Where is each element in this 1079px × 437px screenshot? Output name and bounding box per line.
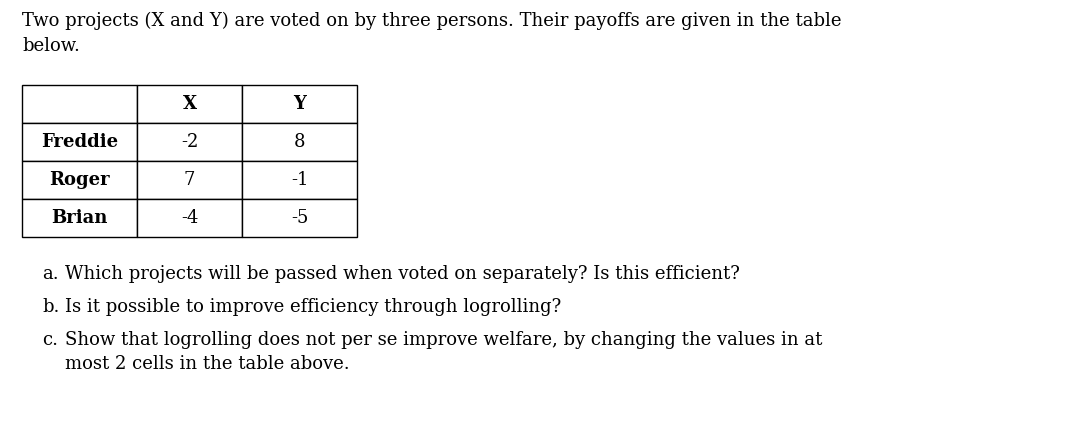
Text: a.: a. bbox=[42, 265, 58, 283]
Text: Two projects (X and Y) are voted on by three persons. Their payoffs are given in: Two projects (X and Y) are voted on by t… bbox=[22, 12, 842, 55]
Bar bbox=[242, 85, 357, 123]
Bar bbox=[22, 161, 137, 199]
Text: b.: b. bbox=[42, 298, 59, 316]
Text: -2: -2 bbox=[181, 133, 199, 151]
Text: Roger: Roger bbox=[50, 171, 110, 189]
Text: 8: 8 bbox=[293, 133, 305, 151]
Text: Show that logrolling does not per se improve welfare, by changing the values in : Show that logrolling does not per se imp… bbox=[65, 331, 822, 373]
Text: X: X bbox=[182, 95, 196, 113]
Text: Brian: Brian bbox=[52, 209, 108, 227]
Bar bbox=[137, 161, 242, 199]
Bar bbox=[137, 123, 242, 161]
Text: Y: Y bbox=[293, 95, 306, 113]
Bar bbox=[242, 199, 357, 237]
Text: Which projects will be passed when voted on separately? Is this efficient?: Which projects will be passed when voted… bbox=[65, 265, 740, 283]
Bar bbox=[242, 123, 357, 161]
Bar bbox=[137, 85, 242, 123]
Text: -1: -1 bbox=[290, 171, 309, 189]
Text: -4: -4 bbox=[181, 209, 199, 227]
Text: Is it possible to improve efficiency through logrolling?: Is it possible to improve efficiency thr… bbox=[65, 298, 561, 316]
Text: 7: 7 bbox=[183, 171, 195, 189]
Bar bbox=[242, 161, 357, 199]
Text: Freddie: Freddie bbox=[41, 133, 118, 151]
Bar bbox=[22, 123, 137, 161]
Text: -5: -5 bbox=[291, 209, 309, 227]
Bar bbox=[137, 199, 242, 237]
Text: c.: c. bbox=[42, 331, 58, 349]
Bar bbox=[22, 199, 137, 237]
Bar bbox=[22, 85, 137, 123]
